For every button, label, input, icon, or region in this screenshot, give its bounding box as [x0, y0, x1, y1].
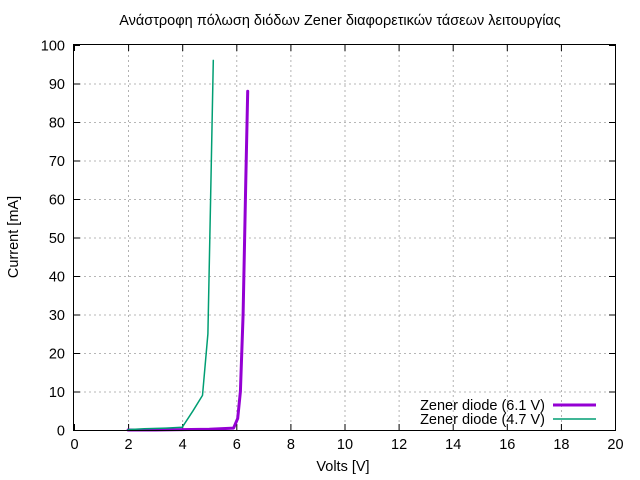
x-tick-label: 16 — [499, 437, 515, 453]
y-tick-label: 10 — [49, 385, 65, 401]
x-tick-label: 20 — [607, 437, 623, 453]
x-axis-title: Volts [V] — [316, 459, 369, 475]
y-tick-label: 20 — [49, 347, 65, 363]
series-line-1 — [126, 89, 250, 432]
y-tick-label: 50 — [49, 231, 65, 247]
legend-label-2: Zener diode (4.7 V) — [420, 412, 545, 428]
y-tick-label: 100 — [41, 39, 65, 55]
legend: Zener diode (6.1 V)Zener diode (4.7 V) — [420, 398, 596, 428]
y-tick-label: 40 — [49, 270, 65, 286]
x-tick-label: 12 — [391, 437, 407, 453]
x-tick-label: 14 — [445, 437, 461, 453]
series-line-2 — [127, 59, 215, 431]
y-tick-label: 60 — [49, 193, 65, 209]
y-tick-label: 80 — [49, 116, 65, 132]
grid — [74, 45, 615, 430]
ticks — [74, 45, 616, 431]
chart-title: Ανάστροφη πόλωση διόδων Zener διαφορετικ… — [119, 13, 561, 29]
legend-label-1: Zener diode (6.1 V) — [420, 398, 545, 414]
y-tick-label: 90 — [49, 77, 65, 93]
series-layer — [126, 59, 250, 432]
y-tick-label: 70 — [49, 154, 65, 170]
x-tick-label: 0 — [70, 437, 78, 453]
y-tick-label: 0 — [57, 424, 65, 440]
x-tick-label: 8 — [287, 437, 295, 453]
y-tick-label: 30 — [49, 308, 65, 324]
plot-frame — [73, 44, 616, 431]
x-tick-label: 2 — [125, 437, 133, 453]
x-tick-label: 10 — [337, 437, 353, 453]
tick-labels: 0 2 4 6 8 10 12 14 16 18 20 0 10 20 30 40 50 60 70 80 90 100 — [41, 39, 624, 454]
y-axis-title: Current [mA] — [6, 196, 22, 278]
x-tick-label: 18 — [553, 437, 569, 453]
x-tick-label: 4 — [179, 437, 187, 453]
x-tick-label: 6 — [233, 437, 241, 453]
